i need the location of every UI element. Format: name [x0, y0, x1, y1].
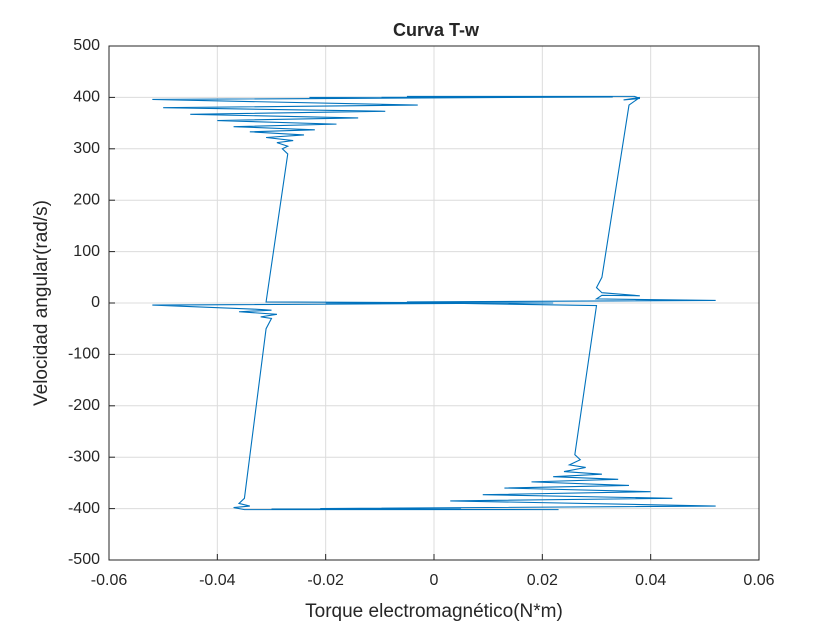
x-tick-label: 0 — [430, 572, 439, 589]
y-tick-label: 300 — [73, 140, 100, 157]
y-tick-label: 100 — [73, 243, 100, 260]
y-tick-label: -500 — [68, 551, 100, 568]
data-line — [152, 95, 716, 511]
x-axis-label: Torque electromagnético(N*m) — [305, 601, 563, 622]
y-axis-label: Velocidad angular(rad/s) — [31, 200, 52, 406]
y-tick-label: 200 — [73, 191, 100, 208]
y-tick-label: 0 — [91, 294, 100, 311]
y-tick-label: -100 — [68, 346, 100, 363]
y-tick-label: 400 — [73, 89, 100, 106]
plot-box — [108, 45, 760, 561]
y-tick-label: -300 — [68, 448, 100, 465]
chart-title: Curva T-w — [393, 20, 480, 40]
x-tick-label: -0.06 — [91, 572, 128, 589]
y-tick-label: -400 — [68, 500, 100, 517]
y-tick-label: -200 — [68, 397, 100, 414]
x-tick-label: 0.06 — [743, 572, 774, 589]
x-tick-label: -0.04 — [199, 572, 236, 589]
x-tick-label: 0.02 — [527, 572, 558, 589]
x-tick-label: -0.02 — [307, 572, 344, 589]
x-tick-label: 0.04 — [635, 572, 666, 589]
y-tick-label: 500 — [73, 37, 100, 54]
